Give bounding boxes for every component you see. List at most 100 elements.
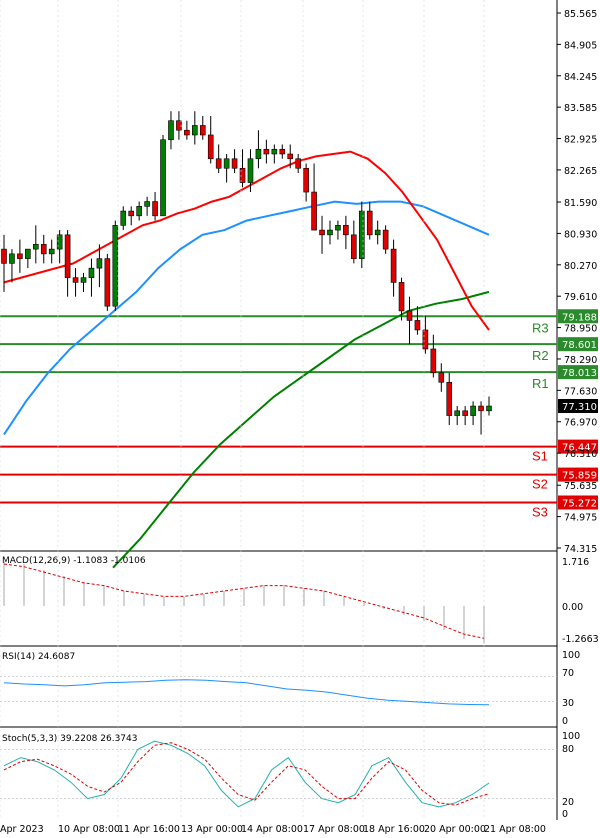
candle-body (17, 253, 23, 259)
macd-signal-line (3, 563, 485, 639)
candle-body (263, 148, 270, 155)
stoch-tick-100: 100 (562, 731, 580, 742)
time-tick-label: 17 Apr 08:00 (303, 824, 365, 835)
candle-body (199, 125, 206, 136)
candle-body (335, 225, 341, 231)
candle-body (287, 153, 294, 160)
candle-body (88, 267, 95, 278)
moving-averages (3, 150, 490, 569)
macd-tick-top: 1.716 (562, 557, 589, 568)
candle-body (56, 234, 63, 250)
candle-body (184, 129, 190, 136)
candle-body (351, 234, 357, 259)
price-tick-label: 78.290 (564, 355, 597, 366)
rsi-line (3, 679, 490, 706)
time-tick-label: 21 Apr 08:00 (484, 824, 546, 835)
level-value-r3: 79.188 (562, 312, 597, 323)
rsi-tick-30: 30 (562, 698, 574, 709)
candle-body (390, 248, 397, 283)
price-tick-label: 79.610 (564, 292, 597, 303)
candle-body (64, 234, 71, 278)
candle-body (343, 225, 349, 236)
price-tick-label: 78.950 (564, 324, 597, 335)
time-tick-label: 18 Apr 16:00 (363, 824, 425, 835)
candle-body (374, 229, 381, 236)
candle-body (112, 225, 119, 307)
level-value-s2: 75.859 (562, 471, 597, 482)
candle-body (327, 229, 333, 236)
candle-body (358, 210, 365, 259)
pivot-levels: R3 79.188 R2 78.601 R1 78.013 S1 76.447 S2 75.859… (0, 309, 598, 519)
candle-body (120, 210, 127, 226)
level-value-s3: 75.272 (562, 498, 597, 509)
macd-tick-zero: 0.00 (562, 602, 583, 613)
candle-body (192, 125, 198, 136)
candle-body (96, 258, 103, 269)
candle-body (144, 201, 150, 207)
candle-body (9, 253, 15, 264)
candle-body (486, 405, 492, 412)
level-badge-r3 (558, 309, 598, 324)
rsi-tick-100: 100 (562, 650, 580, 661)
stoch-d-line (3, 742, 490, 806)
level-label-s1: S1 (532, 449, 548, 464)
candle-body (104, 258, 111, 307)
price-tick-label: 82.265 (564, 166, 597, 177)
level-value-r2: 78.601 (562, 340, 597, 351)
candle-body (136, 206, 142, 217)
price-axis: 85.565 84.905 84.245 83.585 82.925 82.265 81.5… (557, 9, 597, 555)
candle-body (231, 158, 238, 169)
level-label-s2: S2 (532, 477, 548, 492)
price-tick-label: 77.630 (564, 386, 597, 397)
candle-body (414, 320, 421, 331)
candle-body (311, 191, 317, 231)
candle-body (40, 244, 47, 255)
level-badge-s1 (558, 439, 598, 454)
level-value-r1: 78.013 (562, 368, 597, 379)
level-badge-s3 (558, 495, 598, 510)
candle-body (72, 277, 79, 283)
candle-body (160, 139, 166, 217)
stoch-label: Stoch(5,3,3) 39.2208 26.3743 (2, 734, 137, 744)
candle-body (80, 277, 87, 283)
stoch-panel: Stoch(5,3,3) 39.2208 26.3743 100 80 20 0 (0, 731, 580, 820)
price-tick-label: 80.270 (564, 261, 597, 272)
candle-body (215, 158, 222, 169)
time-tick-label: 20 Apr 00:00 (424, 824, 486, 835)
candle-body (422, 329, 429, 350)
candle-body (223, 158, 230, 169)
candle-body (48, 248, 55, 255)
macd-tick-bottom: -1.2663 (562, 634, 599, 645)
candle-body (462, 410, 468, 416)
time-tick-label: 10 Apr 08:00 (58, 824, 120, 835)
price-tick-label: 74.975 (564, 513, 597, 524)
price-tick-label: 82.925 (564, 135, 597, 146)
ma-slow-line (112, 290, 490, 569)
rsi-label: RSI(14) 24.6087 (2, 652, 75, 662)
candle-body (255, 148, 262, 160)
level-label-s3: S3 (532, 504, 548, 519)
candle-body (207, 134, 214, 160)
price-tick-label: 74.315 (564, 544, 597, 555)
price-tick-label: 84.905 (564, 40, 597, 51)
price-tick-label: 75.635 (564, 481, 597, 492)
stoch-k-line (3, 740, 490, 808)
candle-body (303, 167, 309, 193)
time-tick-label: Apr 2023 (0, 824, 44, 835)
level-label-r2: R2 (532, 348, 549, 363)
candle-body (33, 244, 39, 250)
current-price-value: 77.310 (562, 402, 597, 413)
stoch-tick-0: 0 (562, 809, 568, 820)
stoch-tick-80: 80 (562, 744, 574, 755)
level-badge-r1 (558, 365, 598, 380)
candle-body (152, 201, 158, 217)
candle-body (239, 167, 246, 183)
price-tick-label: 84.245 (564, 72, 597, 83)
macd-panel: MACD(12,26,9) -1.1083 -1.0106 1.716 0.00… (2, 556, 599, 645)
candle-body (25, 248, 31, 259)
candle-body (366, 210, 373, 236)
candle-body (176, 120, 182, 131)
candle-body (382, 229, 389, 250)
